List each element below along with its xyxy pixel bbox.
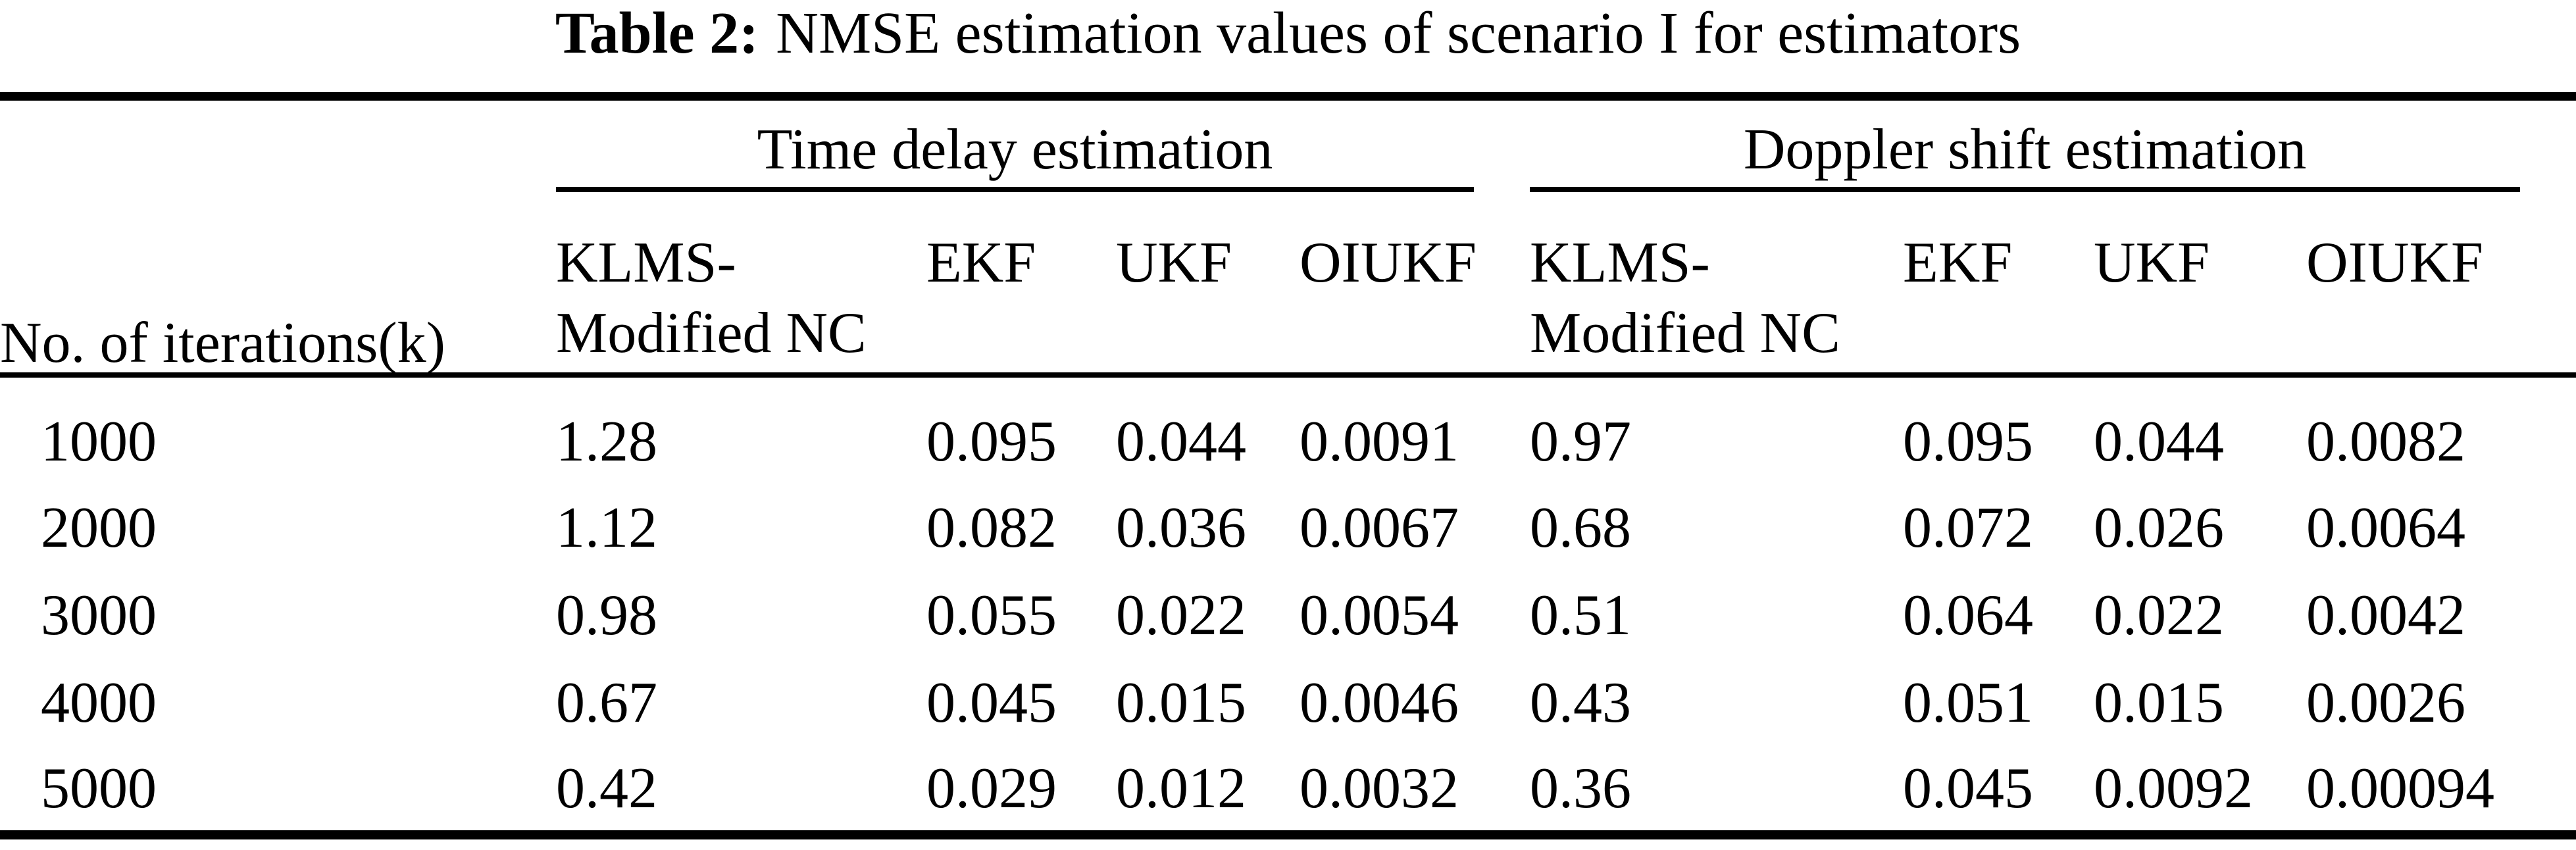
- cell-td-klms: 0.67: [556, 671, 657, 735]
- cell-ds-oiukf: 0.0082: [2306, 410, 2466, 474]
- table-caption: Table 2: NMSE estimation values of scenar…: [0, 1, 2576, 66]
- cell-ds-ekf: 0.051: [1903, 671, 2034, 735]
- cell-td-ekf: 0.055: [926, 584, 1057, 647]
- column-header-iterations: No. of iterations(k): [0, 96, 556, 378]
- cell-td-klms: 1.28: [556, 410, 657, 474]
- column-header-ds-ukf: UKF: [2094, 191, 2307, 378]
- table-row: 2000 1.12 0.082 0.036 0.0067 0.68 0.072 …: [0, 485, 2576, 572]
- cell-ds-oiukf: 0.0042: [2306, 584, 2466, 647]
- cell-iterations: 3000: [41, 584, 157, 647]
- cell-td-ekf: 0.045: [926, 671, 1057, 735]
- cell-iterations: 4000: [41, 671, 157, 735]
- column-header-td-ukf: UKF: [1116, 191, 1300, 378]
- cell-td-ekf: 0.029: [926, 756, 1057, 820]
- cell-ds-klms: 0.51: [1530, 584, 1632, 647]
- cell-ds-ukf: 0.026: [2094, 496, 2225, 560]
- cell-iterations: 2000: [41, 496, 157, 560]
- table-caption-label: Table 2:: [555, 1, 759, 66]
- group-header-time-delay-label: Time delay estimation: [556, 120, 1475, 192]
- cell-ds-oiukf: 0.00094: [2306, 756, 2495, 820]
- column-header-ds-ekf: EKF: [1903, 191, 2094, 378]
- column-header-ds-klms: KLMS-Modified NC: [1530, 191, 1904, 378]
- table-row: 4000 0.67 0.045 0.015 0.0046 0.43 0.051 …: [0, 660, 2576, 747]
- cell-ds-ukf: 0.044: [2094, 410, 2225, 474]
- cell-td-oiukf: 0.0091: [1300, 410, 1459, 474]
- table-row: 1000 1.28 0.095 0.044 0.0091 0.97 0.095 …: [0, 375, 2576, 485]
- table-header-group-row: No. of iterations(k) Time delay estimati…: [0, 96, 2576, 378]
- group-header-time-delay: Time delay estimation: [556, 97, 1530, 192]
- group-header-doppler-shift-label: Doppler shift estimation: [1530, 120, 2521, 192]
- cell-td-ukf: 0.036: [1116, 496, 1246, 560]
- column-header-td-oiukf: OIUKF: [1300, 191, 1530, 378]
- cell-ds-klms: 0.68: [1530, 496, 1632, 560]
- cell-ds-klms: 0.43: [1530, 671, 1632, 735]
- cell-ds-klms: 0.97: [1530, 410, 1632, 474]
- cell-td-ekf: 0.082: [926, 496, 1057, 560]
- cell-ds-ekf: 0.045: [1903, 756, 2034, 820]
- cell-ds-ukf: 0.022: [2094, 584, 2225, 647]
- cell-ds-ukf: 0.0092: [2094, 756, 2254, 820]
- column-header-td-ekf: EKF: [926, 191, 1116, 378]
- cell-td-ukf: 0.015: [1116, 671, 1246, 735]
- cell-td-oiukf: 0.0046: [1300, 671, 1459, 735]
- cell-td-oiukf: 0.0067: [1300, 496, 1459, 560]
- cell-ds-ukf: 0.015: [2094, 671, 2225, 735]
- nmse-table: No. of iterations(k) Time delay estimati…: [0, 92, 2576, 839]
- cell-ds-oiukf: 0.0026: [2306, 671, 2466, 735]
- cell-ds-ekf: 0.072: [1903, 496, 2034, 560]
- cell-td-ukf: 0.022: [1116, 584, 1246, 647]
- cell-td-oiukf: 0.0032: [1300, 756, 1459, 820]
- cell-td-ukf: 0.044: [1116, 410, 1246, 474]
- cell-td-ukf: 0.012: [1116, 756, 1246, 820]
- table-row: 3000 0.98 0.055 0.022 0.0054 0.51 0.064 …: [0, 572, 2576, 660]
- cell-ds-klms: 0.36: [1530, 756, 1632, 820]
- group-header-doppler-shift: Doppler shift estimation: [1530, 97, 2576, 192]
- column-header-td-klms: KLMS-Modified NC: [556, 191, 926, 378]
- cell-ds-oiukf: 0.0064: [2306, 496, 2466, 560]
- cell-td-oiukf: 0.0054: [1300, 584, 1459, 647]
- cell-iterations: 1000: [41, 410, 157, 474]
- table-row: 5000 0.42 0.029 0.012 0.0032 0.36 0.045 …: [0, 747, 2576, 835]
- cell-ds-ekf: 0.064: [1903, 584, 2034, 647]
- cell-td-klms: 1.12: [556, 496, 657, 560]
- cell-td-klms: 0.42: [556, 756, 657, 820]
- cell-iterations: 5000: [41, 756, 157, 820]
- cell-td-klms: 0.98: [556, 584, 657, 647]
- cell-ds-ekf: 0.095: [1903, 410, 2034, 474]
- cell-td-ekf: 0.095: [926, 410, 1057, 474]
- table-caption-text: NMSE estimation values of scenario I for…: [776, 1, 2021, 66]
- column-header-ds-oiukf: OIUKF: [2306, 191, 2576, 378]
- table-header-columns-row: KLMS-Modified NC EKF UKF OIUKF KLMS-Modi…: [0, 191, 2576, 378]
